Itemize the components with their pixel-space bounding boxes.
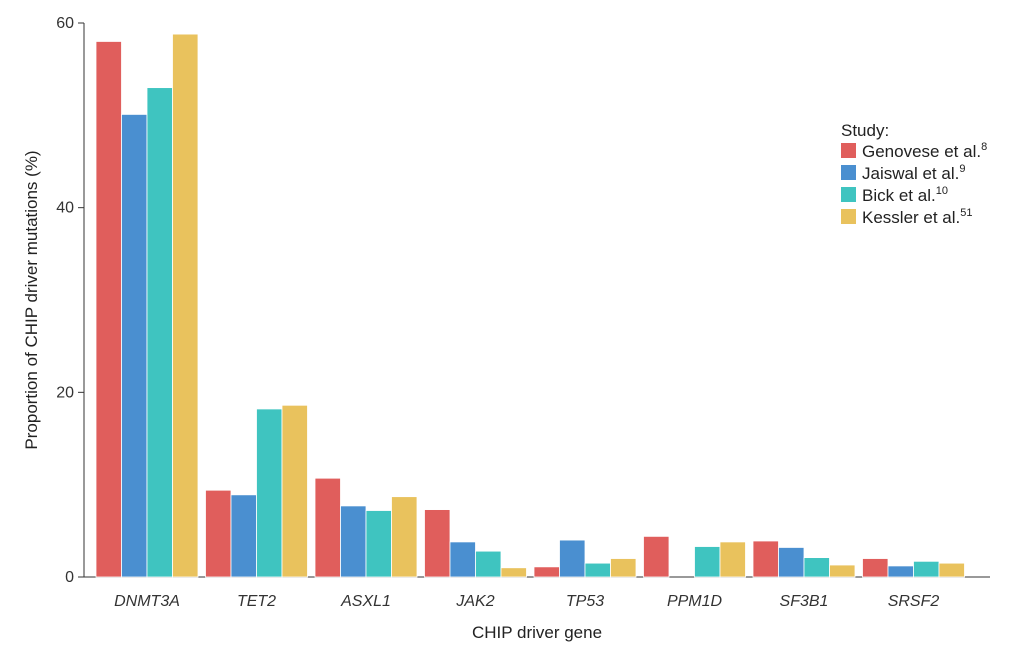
legend-item: Bick et al.10 (841, 185, 948, 205)
y-ticks: 0 20 40 60 (56, 15, 84, 586)
legend-label: Jaiswal et al.9 (862, 163, 965, 183)
bar-srsf2-bick-et-al (913, 560, 940, 578)
x-tick-label: SRSF2 (888, 593, 940, 610)
bar-asxl1-kessler-et-al (391, 496, 418, 578)
bar-ppm1d-kessler-et-al (719, 541, 746, 578)
legend-title: Study: (841, 121, 889, 140)
x-tick-label: PPM1D (667, 593, 723, 610)
bar-jak2-jaiswal-et-al (449, 541, 476, 578)
bar-dnmt3a-jaiswal-et-al (121, 114, 148, 578)
legend-reference: 9 (959, 163, 965, 175)
bar-tp53-bick-et-al (584, 562, 611, 578)
legend-series-name: Kessler et al. (862, 208, 960, 227)
x-labels: DNMT3A TET2 ASXL1 JAK2 TP53 PPM1D SF3B1 SRSF2 (114, 593, 939, 610)
bar-ppm1d-genovese-et-al (643, 535, 670, 578)
legend-swatch (841, 209, 856, 224)
legend-series-name: Jaiswal et al. (862, 164, 959, 183)
bar-tet2-jaiswal-et-al (230, 494, 257, 578)
legend-label: Genovese et al.8 (862, 141, 987, 161)
x-tick-label: JAK2 (455, 593, 494, 610)
bar-sf3b1-kessler-et-al (829, 564, 856, 578)
legend-item: Genovese et al.8 (841, 141, 987, 161)
legend-label: Bick et al.10 (862, 185, 948, 205)
bar-sf3b1-bick-et-al (803, 557, 830, 578)
y-tick-label: 0 (65, 569, 74, 586)
y-axis-title: Proportion of CHIP driver mutations (%) (22, 150, 41, 449)
x-axis-title: CHIP driver gene (472, 623, 602, 642)
legend-reference: 51 (960, 207, 972, 219)
bar-asxl1-jaiswal-et-al (340, 505, 367, 578)
legend-swatch (841, 143, 856, 158)
legend-series-name: Bick et al. (862, 186, 936, 205)
bar-tet2-kessler-et-al (281, 404, 308, 578)
legend-swatch (841, 187, 856, 202)
bar-sf3b1-genovese-et-al (752, 540, 779, 578)
bar-dnmt3a-kessler-et-al (172, 33, 199, 578)
bar-asxl1-bick-et-al (365, 510, 392, 578)
x-tick-label: TP53 (566, 593, 604, 610)
bar-srsf2-kessler-et-al (938, 562, 965, 578)
bar-ppm1d-bick-et-al (694, 546, 721, 578)
bar-dnmt3a-bick-et-al (146, 87, 173, 578)
legend-item: Jaiswal et al.9 (841, 163, 965, 183)
legend-reference: 10 (936, 185, 948, 197)
bar-tet2-bick-et-al (256, 408, 283, 578)
y-axis: 0 20 40 60 (56, 15, 85, 586)
legend-item: Kessler et al.51 (841, 207, 973, 227)
x-tick-label: SF3B1 (780, 593, 829, 610)
y-tick-label: 60 (56, 15, 74, 32)
bar-jak2-genovese-et-al (424, 509, 451, 578)
x-tick-label: ASXL1 (340, 593, 391, 610)
y-tick-label: 20 (56, 384, 74, 401)
bar-tet2-genovese-et-al (205, 489, 232, 578)
legend-swatch (841, 165, 856, 180)
bar-tp53-genovese-et-al (533, 566, 560, 578)
bar-tp53-jaiswal-et-al (559, 539, 586, 578)
y-tick-label: 40 (56, 200, 74, 217)
bar-asxl1-genovese-et-al (314, 477, 341, 578)
bar-srsf2-jaiswal-et-al (887, 565, 914, 578)
x-tick-label: DNMT3A (114, 593, 180, 610)
bar-jak2-bick-et-al (475, 550, 502, 578)
x-tick-label: TET2 (237, 593, 276, 610)
bar-dnmt3a-genovese-et-al (95, 41, 122, 578)
bars (95, 33, 965, 578)
legend-series-name: Genovese et al. (862, 142, 981, 161)
legend-reference: 8 (981, 141, 987, 153)
bar-sf3b1-jaiswal-et-al (778, 547, 805, 578)
bar-tp53-kessler-et-al (610, 558, 637, 578)
bar-jak2-kessler-et-al (500, 567, 527, 578)
x-axis: DNMT3A TET2 ASXL1 JAK2 TP53 PPM1D SF3B1 SRSF2 (84, 576, 990, 610)
bar-srsf2-genovese-et-al (862, 558, 889, 578)
legend-label: Kessler et al.51 (862, 207, 973, 227)
